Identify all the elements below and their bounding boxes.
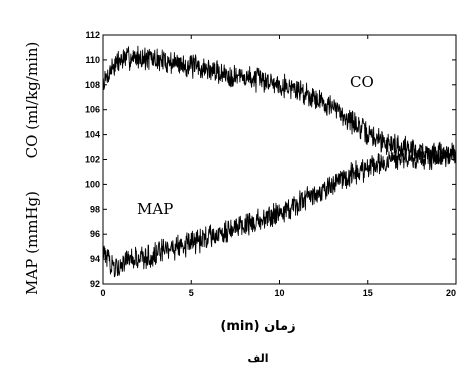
y-tick-label: 98: [90, 204, 100, 214]
y-tick-label: 102: [85, 155, 100, 165]
series-label-map: MAP: [137, 200, 173, 218]
y-tick-label: 110: [85, 55, 100, 65]
y-tick-label: 106: [85, 105, 100, 115]
x-tick-label: 0: [100, 288, 105, 298]
y-tick-label: 92: [90, 279, 100, 289]
y-tick-label: 104: [85, 130, 100, 140]
y-tick-label: 112: [85, 30, 100, 40]
figure-caption: الف: [247, 352, 268, 365]
y-tick-label: 100: [85, 179, 100, 189]
x-tick-label: 20: [446, 288, 456, 298]
x-tick-label: 15: [363, 288, 373, 298]
y-tick-label: 94: [90, 254, 100, 264]
y-tick-label: 96: [90, 229, 100, 239]
series-line-co: [102, 45, 457, 168]
x-axis-label: زمان (min): [220, 319, 295, 334]
series-label-co: CO: [350, 73, 374, 91]
y-axis-label-co: CO (ml/kg/min): [23, 42, 41, 159]
y-tick-label: 108: [85, 80, 100, 90]
x-tick-label: 10: [274, 288, 284, 298]
series-line-map: [102, 141, 457, 278]
x-tick-label: 5: [189, 288, 194, 298]
y-axis-label-map: MAP (mmHg): [23, 191, 41, 295]
